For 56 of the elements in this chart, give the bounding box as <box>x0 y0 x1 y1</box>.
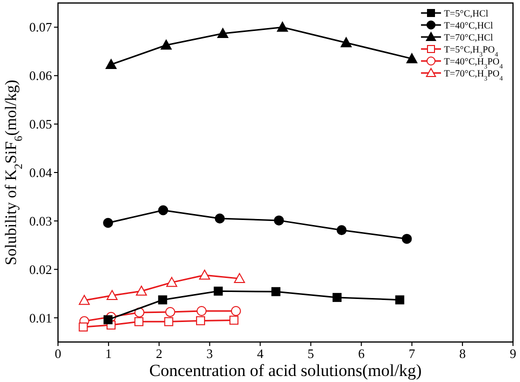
x-tick-label: 9 <box>510 346 516 361</box>
point <box>158 295 168 304</box>
point <box>340 37 352 48</box>
legend-label: T=40°C,HCl <box>444 22 494 32</box>
y-tick-label: 0.05 <box>29 116 52 132</box>
point <box>196 316 206 326</box>
x-tick-label: 3 <box>206 346 213 361</box>
point <box>136 286 147 296</box>
point <box>196 306 207 316</box>
point <box>166 276 178 287</box>
point <box>332 292 342 302</box>
y-tick-label: 0.07 <box>29 20 52 35</box>
legend-label: T=70°C,H$_{3}$PO$_{4}$ <box>444 70 504 82</box>
x-tick-label: 7 <box>408 346 416 361</box>
point <box>214 286 223 296</box>
point <box>106 59 117 70</box>
y-tick-label: 0.06 <box>29 68 52 84</box>
point <box>217 28 228 38</box>
point <box>78 322 88 332</box>
x-tick-label: 5 <box>308 346 314 361</box>
x-tick-label: 4 <box>256 346 264 361</box>
x-axis-title: Concentration of acid solutions(mol/kg) <box>149 361 422 380</box>
point <box>402 234 412 244</box>
x-tick-label: 0 <box>54 346 62 361</box>
point <box>134 317 144 326</box>
point <box>406 53 418 64</box>
point <box>199 270 210 280</box>
point <box>78 294 90 305</box>
point <box>230 306 241 316</box>
point <box>271 287 280 296</box>
point <box>164 317 174 326</box>
x-tick-label: 8 <box>459 346 466 361</box>
point <box>234 273 245 284</box>
point <box>106 290 118 300</box>
point <box>229 316 238 325</box>
legend-label: T=70°C,HCl <box>444 34 494 44</box>
y-tick-label: 0.03 <box>29 213 52 228</box>
point <box>103 218 114 228</box>
legend-label: T=5°C,H$_{3}$PO$_{4}$ <box>444 46 499 58</box>
point <box>165 306 176 317</box>
point <box>160 40 172 50</box>
point <box>274 215 284 226</box>
legend-label: T=40°C,H$_{3}$PO$_{4}$ <box>444 58 504 70</box>
point <box>104 315 113 324</box>
y-tick-label: 0.04 <box>29 165 52 180</box>
point <box>395 295 404 304</box>
point <box>336 225 347 236</box>
point <box>276 22 288 32</box>
legend-label: T=5°C,HCl <box>444 10 489 20</box>
y-tick-label: 0.01 <box>29 310 52 326</box>
point <box>214 214 225 224</box>
x-tick-label: 1 <box>105 346 112 361</box>
x-tick-label: 2 <box>156 346 162 361</box>
x-tick-label: 6 <box>358 346 366 361</box>
point <box>158 205 168 216</box>
y-tick-label: 0.02 <box>29 262 52 277</box>
